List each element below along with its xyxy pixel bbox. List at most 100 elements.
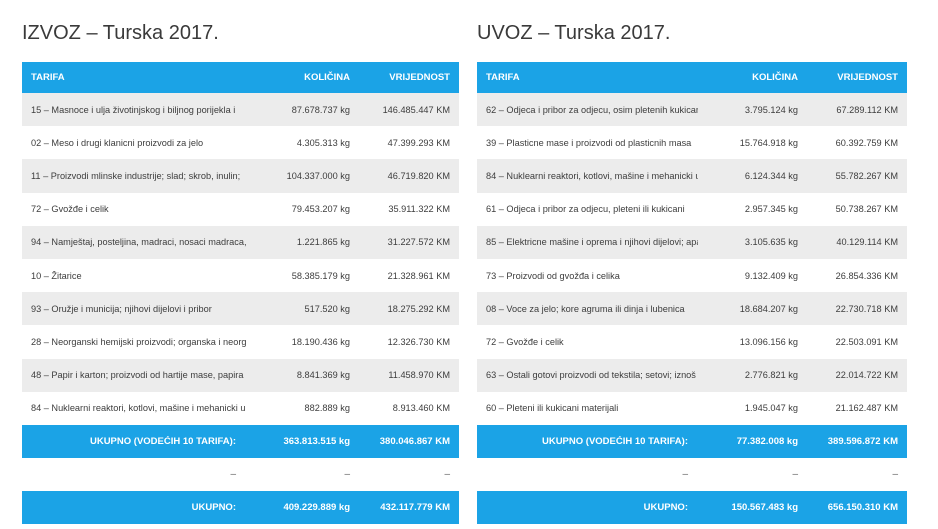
grand-total-vrijednost: 432.117.779 KM [380, 501, 450, 513]
cell-tarifa: 28 – Neorganski hemijski proizvodi; orga… [31, 336, 246, 347]
import-table-body: 62 – Odjeca i pribor za odjecu, osim ple… [477, 93, 907, 425]
table-row: 08 – Voce za jelo; kore agruma ili dinja… [477, 292, 907, 326]
cell-kolicina: 1.945.047 kg [744, 403, 798, 414]
cell-vrijednost: 22.730.718 KM [835, 303, 898, 314]
cell-kolicina: 104.337.000 kg [286, 170, 350, 181]
cell-tarifa: 84 – Nuklearni reaktori, kotlovi, mašine… [486, 170, 698, 181]
cell-tarifa: 84 – Nuklearni reaktori, kotlovi, mašine… [31, 403, 246, 414]
table-row: 48 – Papir i karton; proizvodi od hartij… [22, 358, 459, 392]
cell-tarifa: 11 – Proizvodi mlinske industrije; slad;… [31, 170, 241, 181]
cell-kolicina: 15.764.918 kg [739, 137, 798, 148]
cell-tarifa: 15 – Masnoce i ulja životinjskog i biljn… [31, 104, 236, 115]
cell-tarifa: 08 – Voce za jelo; kore agruma ili dinja… [486, 303, 685, 314]
import-title: UVOZ – Turska 2017. [477, 22, 671, 44]
export-panel: IZVOZ – Turska 2017. TARIFA KOLIČINA VRI… [22, 0, 459, 524]
table-row: 10 – Žitarice 58.385.179 kg 21.328.961 KM [22, 258, 459, 293]
table-row: 61 – Odjeca i pribor za odjecu, pleteni … [477, 192, 907, 226]
cell-vrijednost: 50.738.267 KM [835, 204, 898, 215]
cell-vrijednost: 31.227.572 KM [387, 237, 450, 248]
cell-kolicina: 6.124.344 kg [744, 170, 798, 181]
table-row: 28 – Neorganski hemijski proizvodi; orga… [22, 325, 459, 359]
cell-tarifa: 10 – Žitarice [31, 270, 82, 281]
cell-vrijednost: 47.399.293 KM [387, 137, 450, 148]
export-dash-row: – – – [22, 457, 459, 491]
table-row: 15 – Masnoce i ulja životinjskog i biljn… [22, 93, 459, 127]
export-table-body: 15 – Masnoce i ulja životinjskog i biljn… [22, 93, 459, 425]
table-row: 84 – Nuklearni reaktori, kotlovi, mašine… [22, 391, 459, 425]
dash-kolicina: – [792, 468, 798, 480]
cell-vrijednost: 22.503.091 KM [835, 336, 898, 347]
cell-vrijednost: 55.782.267 KM [835, 170, 898, 181]
header-tarifa: TARIFA [31, 72, 65, 83]
cell-kolicina: 79.453.207 kg [291, 204, 350, 215]
grand-total-kolicina: 409.229.889 kg [283, 501, 350, 513]
header-kolicina: KOLIČINA [752, 72, 798, 83]
export-top10-total-row: UKUPNO (VODEĆIH 10 TARIFA): 363.813.515 … [22, 424, 459, 458]
cell-tarifa: 72 – Gvožđe i celik [31, 204, 109, 215]
cell-vrijednost: 22.014.722 KM [835, 370, 898, 381]
cell-vrijednost: 11.458.970 KM [388, 370, 450, 381]
cell-kolicina: 3.795.124 kg [744, 104, 798, 115]
header-vrijednost: VRIJEDNOST [389, 72, 450, 83]
cell-tarifa: 72 – Gvožđe i celik [486, 336, 564, 347]
cell-vrijednost: 21.328.961 KM [387, 270, 450, 281]
header-tarifa: TARIFA [486, 72, 520, 83]
import-table-header: TARIFA KOLIČINA VRIJEDNOST [477, 62, 907, 93]
table-row: 84 – Nuklearni reaktori, kotlovi, mašine… [477, 159, 907, 193]
grand-total-label: UKUPNO: [191, 501, 236, 513]
import-grand-total-row: UKUPNO: 150.567.483 kg 656.150.310 KM [477, 490, 907, 524]
table-row: 11 – Proizvodi mlinske industrije; slad;… [22, 159, 459, 193]
table-row: 73 – Proizvodi od gvožđa i celika 9.132.4… [477, 258, 907, 293]
cell-kolicina: 9.132.409 kg [744, 270, 798, 281]
cell-kolicina: 18.190.436 kg [291, 336, 350, 347]
dash-vrijednost: – [892, 468, 898, 480]
header-kolicina: KOLIČINA [304, 72, 350, 83]
cell-vrijednost: 21.162.487 KM [835, 403, 898, 414]
export-table-header: TARIFA KOLIČINA VRIJEDNOST [22, 62, 459, 93]
cell-tarifa: 62 – Odjeca i pribor za odjecu, osim ple… [486, 104, 698, 115]
cell-kolicina: 882.889 kg [304, 403, 350, 414]
cell-vrijednost: 40.129.114 KM [836, 237, 898, 248]
grand-total-vrijednost: 656.150.310 KM [827, 501, 898, 513]
cell-vrijednost: 26.854.336 KM [835, 270, 898, 281]
export-title: IZVOZ – Turska 2017. [22, 22, 219, 44]
table-row: 94 – Namještaj, posteljina, madraci, nos… [22, 225, 459, 259]
dash-kolicina: – [344, 468, 350, 480]
cell-vrijednost: 35.911.322 KM [388, 204, 450, 215]
table-row: 63 – Ostali gotovi proizvodi od tekstila… [477, 358, 907, 392]
cell-tarifa: 60 – Pleteni ili kukicani materijali [486, 403, 619, 414]
cell-tarifa: 48 – Papir i karton; proizvodi od hartij… [31, 370, 244, 381]
table-row: 02 – Meso i drugi klanicni proizvodi za … [22, 126, 459, 160]
import-dash-row: – – – [477, 457, 907, 491]
cell-vrijednost: 67.289.112 KM [836, 104, 898, 115]
table-row: 72 – Gvožđe i celik 13.096.156 kg 22.503.0… [477, 325, 907, 359]
export-grand-total-row: UKUPNO: 409.229.889 kg 432.117.779 KM [22, 490, 459, 524]
table-row: 60 – Pleteni ili kukicani materijali 1.94… [477, 391, 907, 425]
cell-vrijednost: 12.326.730 KM [387, 336, 450, 347]
dash-tarifa: – [230, 468, 236, 480]
dash-tarifa: – [682, 468, 688, 480]
dash-vrijednost: – [444, 468, 450, 480]
cell-tarifa: 61 – Odjeca i pribor za odjecu, pleteni … [486, 204, 685, 215]
import-panel: UVOZ – Turska 2017. TARIFA KOLIČINA VRIJ… [477, 0, 907, 524]
cell-vrijednost: 18.275.292 KM [387, 303, 450, 314]
table-row: 93 – Oružje i municija; njihovi dijelovi… [22, 292, 459, 326]
top10-label: UKUPNO (VODEĆIH 10 TARIFA): [541, 435, 688, 447]
top10-vrijednost: 380.046.867 KM [379, 435, 450, 447]
cell-kolicina: 13.096.156 kg [739, 336, 798, 347]
cell-tarifa: 39 – Plasticne mase i proizvodi od plast… [486, 137, 692, 148]
table-row: 62 – Odjeca i pribor za odjecu, osim ple… [477, 93, 907, 127]
cell-vrijednost: 60.392.759 KM [835, 137, 898, 148]
cell-tarifa: 02 – Meso i drugi klanicni proizvodi za … [31, 137, 204, 148]
cell-kolicina: 87.678.737 kg [291, 104, 350, 115]
top10-kolicina: 77.382.008 kg [736, 435, 798, 447]
cell-kolicina: 2.957.345 kg [744, 204, 798, 215]
top10-label: UKUPNO (VODEĆIH 10 TARIFA): [89, 435, 236, 447]
cell-kolicina: 4.305.313 kg [296, 137, 350, 148]
header-vrijednost: VRIJEDNOST [837, 72, 898, 83]
cell-vrijednost: 8.913.460 KM [392, 403, 450, 414]
cell-kolicina: 1.221.865 kg [296, 237, 350, 248]
cell-kolicina: 58.385.179 kg [291, 270, 350, 281]
top10-vrijednost: 389.596.872 KM [827, 435, 898, 447]
grand-total-kolicina: 150.567.483 kg [731, 501, 798, 513]
